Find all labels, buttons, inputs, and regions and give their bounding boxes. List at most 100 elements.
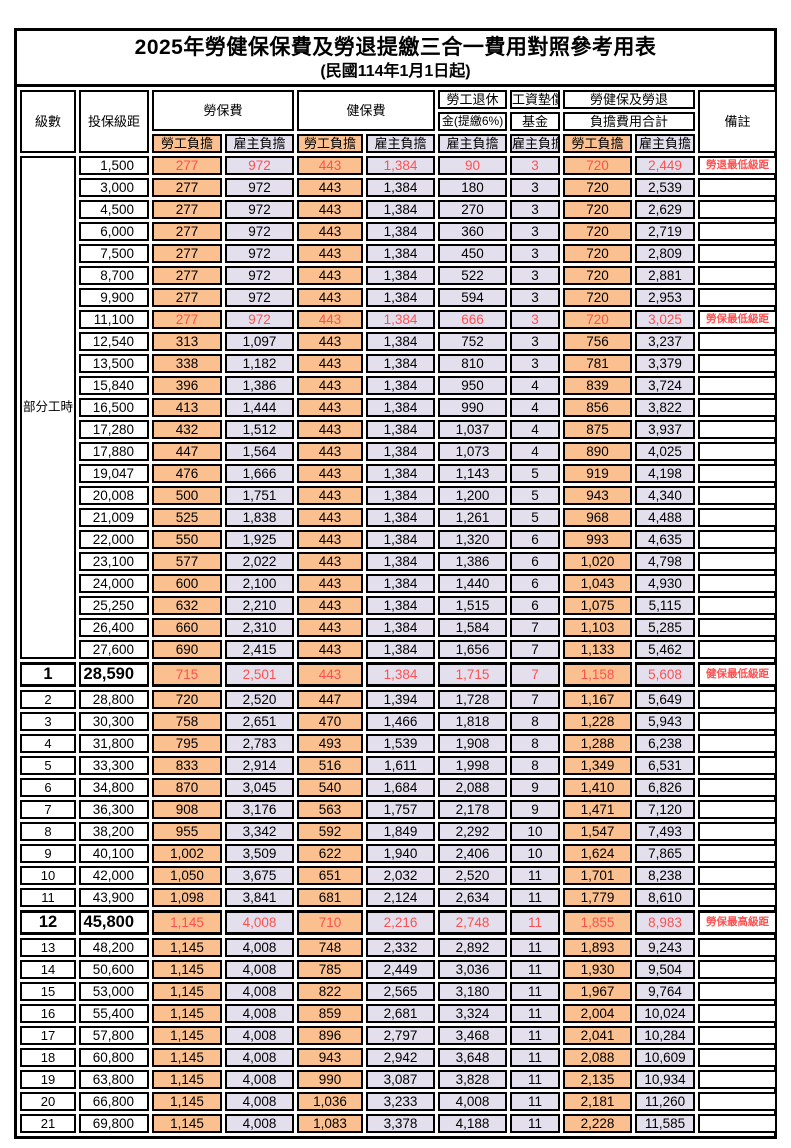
total-employee-cell: 1,020 bbox=[563, 552, 633, 571]
labor-ins-employee-cell: 313 bbox=[152, 332, 222, 351]
health-ins-employee-cell: 443 bbox=[297, 508, 364, 527]
total-employee-cell: 1,133 bbox=[563, 640, 633, 659]
health-ins-employer-cell: 2,032 bbox=[366, 866, 436, 885]
total-employee-cell: 1,410 bbox=[563, 778, 633, 797]
remark-cell bbox=[698, 354, 778, 373]
labor-ins-employee-cell: 715 bbox=[152, 662, 222, 687]
remark-cell: 勞保最高級距 bbox=[698, 910, 778, 935]
pension-employer-cell: 1,818 bbox=[438, 712, 508, 731]
salary-bracket-cell: 30,300 bbox=[79, 712, 149, 731]
total-employer-cell: 8,238 bbox=[635, 866, 696, 885]
wage-fund-employer-cell: 7 bbox=[510, 640, 561, 659]
salary-bracket-cell: 22,000 bbox=[79, 530, 149, 549]
remark-cell bbox=[698, 486, 778, 505]
wage-fund-employer-cell: 6 bbox=[510, 574, 561, 593]
health-ins-employee-cell: 443 bbox=[297, 530, 364, 549]
total-employer-cell: 2,539 bbox=[635, 178, 696, 197]
total-employer-cell: 4,025 bbox=[635, 442, 696, 461]
salary-bracket-cell: 4,500 bbox=[79, 200, 149, 219]
health-ins-employer-cell: 3,087 bbox=[366, 1070, 436, 1089]
labor-ins-employer-cell: 2,520 bbox=[225, 690, 295, 709]
salary-bracket-cell: 8,700 bbox=[79, 266, 149, 285]
table-row: 19,047 476 1,666 443 1,384 1,143 5 919 4,198 bbox=[20, 464, 778, 483]
wage-fund-employer-cell: 7 bbox=[510, 690, 561, 709]
subheader-health-ins-employer: 雇主負擔 bbox=[366, 134, 436, 153]
wage-fund-employer-cell: 3 bbox=[510, 288, 561, 307]
header-pension-line1: 勞工退休 bbox=[438, 90, 508, 109]
health-ins-employer-cell: 1,466 bbox=[366, 712, 436, 731]
remark-cell bbox=[698, 800, 778, 819]
labor-ins-employee-cell: 870 bbox=[152, 778, 222, 797]
labor-ins-employer-cell: 1,666 bbox=[225, 464, 295, 483]
pension-employer-cell: 1,728 bbox=[438, 690, 508, 709]
pension-employer-cell: 1,998 bbox=[438, 756, 508, 775]
salary-bracket-cell: 45,800 bbox=[79, 910, 149, 935]
health-ins-employer-cell: 1,384 bbox=[366, 486, 436, 505]
salary-bracket-cell: 55,400 bbox=[79, 1004, 149, 1023]
health-ins-employee-cell: 943 bbox=[297, 1048, 364, 1067]
wage-fund-employer-cell: 5 bbox=[510, 508, 561, 527]
total-employer-cell: 10,934 bbox=[635, 1070, 696, 1089]
wage-fund-employer-cell: 11 bbox=[510, 1092, 561, 1111]
total-employee-cell: 1,043 bbox=[563, 574, 633, 593]
health-ins-employer-cell: 1,940 bbox=[366, 844, 436, 863]
labor-ins-employer-cell: 2,210 bbox=[225, 596, 295, 615]
labor-ins-employee-cell: 1,145 bbox=[152, 910, 222, 935]
wage-fund-employer-cell: 4 bbox=[510, 442, 561, 461]
fee-table-header: 級數 投保級距 勞保費 健保費 勞工退休 工資墊償 勞健保及勞退 備註 金(提繳… bbox=[20, 90, 778, 153]
remark-cell: 健保最低級距 bbox=[698, 662, 778, 687]
wage-fund-employer-cell: 11 bbox=[510, 1026, 561, 1045]
labor-ins-employer-cell: 3,176 bbox=[225, 800, 295, 819]
wage-fund-employer-cell: 5 bbox=[510, 486, 561, 505]
health-ins-employer-cell: 1,384 bbox=[366, 288, 436, 307]
pension-employer-cell: 2,520 bbox=[438, 866, 508, 885]
labor-ins-employer-cell: 4,008 bbox=[225, 938, 295, 957]
health-ins-employee-cell: 443 bbox=[297, 288, 364, 307]
salary-bracket-cell: 43,900 bbox=[79, 888, 149, 907]
level-cell: 11 bbox=[20, 888, 76, 907]
wage-fund-employer-cell: 11 bbox=[510, 1070, 561, 1089]
labor-ins-employee-cell: 660 bbox=[152, 618, 222, 637]
subheader-labor-ins-employer: 雇主負擔 bbox=[225, 134, 295, 153]
wage-fund-employer-cell: 5 bbox=[510, 464, 561, 483]
labor-ins-employee-cell: 1,098 bbox=[152, 888, 222, 907]
total-employer-cell: 11,260 bbox=[635, 1092, 696, 1111]
header-level: 級數 bbox=[20, 90, 76, 153]
header-health-insurance: 健保費 bbox=[297, 90, 436, 131]
total-employer-cell: 7,493 bbox=[635, 822, 696, 841]
level-cell: 5 bbox=[20, 756, 76, 775]
pension-employer-cell: 2,634 bbox=[438, 888, 508, 907]
table-row: 11,100 277 972 443 1,384 666 3 720 3,025 勞保最低級距 bbox=[20, 310, 778, 329]
health-ins-employee-cell: 443 bbox=[297, 486, 364, 505]
table-row: 24,000 600 2,100 443 1,384 1,440 6 1,043 4,930 bbox=[20, 574, 778, 593]
total-employer-cell: 3,724 bbox=[635, 376, 696, 395]
total-employee-cell: 2,088 bbox=[563, 1048, 633, 1067]
health-ins-employer-cell: 2,797 bbox=[366, 1026, 436, 1045]
wage-fund-employer-cell: 6 bbox=[510, 596, 561, 615]
total-employee-cell: 720 bbox=[563, 288, 633, 307]
total-employee-cell: 720 bbox=[563, 310, 633, 329]
health-ins-employer-cell: 1,384 bbox=[366, 530, 436, 549]
health-ins-employer-cell: 1,384 bbox=[366, 266, 436, 285]
remark-cell bbox=[698, 596, 778, 615]
health-ins-employer-cell: 1,384 bbox=[366, 552, 436, 571]
health-ins-employee-cell: 710 bbox=[297, 910, 364, 935]
health-ins-employee-cell: 896 bbox=[297, 1026, 364, 1045]
table-row: 8,700 277 972 443 1,384 522 3 720 2,881 bbox=[20, 266, 778, 285]
pension-employer-cell: 270 bbox=[438, 200, 508, 219]
labor-ins-employee-cell: 690 bbox=[152, 640, 222, 659]
salary-bracket-cell: 33,300 bbox=[79, 756, 149, 775]
table-row: 13,500 338 1,182 443 1,384 810 3 781 3,379 bbox=[20, 354, 778, 373]
salary-bracket-cell: 42,000 bbox=[79, 866, 149, 885]
pension-employer-cell: 3,180 bbox=[438, 982, 508, 1001]
table-row: 25,250 632 2,210 443 1,384 1,515 6 1,075 5,115 bbox=[20, 596, 778, 615]
labor-ins-employer-cell: 4,008 bbox=[225, 982, 295, 1001]
pension-employer-cell: 4,008 bbox=[438, 1092, 508, 1111]
labor-ins-employee-cell: 277 bbox=[152, 288, 222, 307]
health-ins-employee-cell: 443 bbox=[297, 200, 364, 219]
salary-bracket-cell: 24,000 bbox=[79, 574, 149, 593]
wage-fund-employer-cell: 3 bbox=[510, 332, 561, 351]
wage-fund-employer-cell: 4 bbox=[510, 376, 561, 395]
total-employee-cell: 720 bbox=[563, 244, 633, 263]
pension-employer-cell: 1,908 bbox=[438, 734, 508, 753]
